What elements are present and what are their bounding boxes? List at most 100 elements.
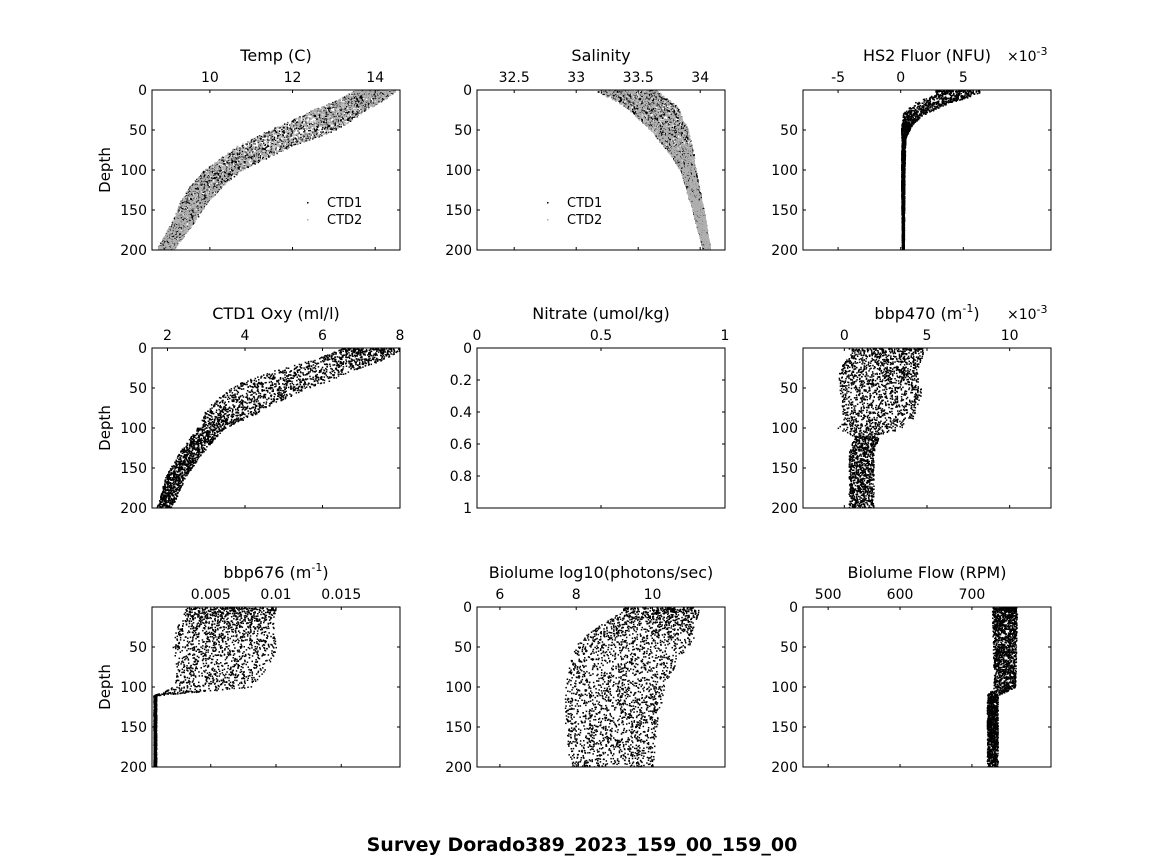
data-point [294, 128, 296, 130]
data-point [315, 130, 317, 132]
data-point [185, 225, 188, 227]
data-point [205, 190, 208, 192]
data-point [231, 157, 233, 160]
data-point [182, 233, 184, 235]
data-point [286, 131, 289, 133]
data-point [290, 141, 293, 144]
data-point [193, 205, 195, 207]
data-point [278, 146, 281, 149]
data-point [360, 90, 362, 92]
data-point [241, 148, 244, 150]
data-point [222, 175, 225, 178]
data-point [299, 127, 302, 130]
data-point [282, 131, 284, 133]
data-point [229, 175, 231, 177]
data-point [294, 143, 297, 146]
data-point [273, 149, 275, 152]
data-point [169, 238, 171, 240]
data-point [184, 229, 186, 231]
data-point [298, 138, 300, 140]
data-point [216, 179, 218, 181]
data-point [197, 191, 200, 194]
data-point [218, 172, 221, 175]
data-point [275, 146, 277, 149]
data-point [352, 105, 354, 107]
data-point [174, 219, 177, 222]
data-point [363, 110, 366, 112]
data-point [189, 212, 191, 214]
data-point [204, 172, 206, 174]
data-point [187, 196, 190, 199]
data-point [215, 174, 218, 176]
data-point [329, 120, 331, 123]
data-point [207, 184, 209, 187]
data-point [320, 117, 322, 119]
data-point [221, 178, 224, 181]
data-point [338, 106, 340, 108]
data-point [365, 91, 368, 93]
data-point [267, 150, 269, 153]
data-point [318, 108, 320, 110]
data-point [349, 107, 352, 109]
data-point [204, 185, 207, 188]
data-point [336, 117, 338, 120]
data-point [172, 244, 175, 247]
data-point [216, 186, 218, 189]
data-point [223, 165, 225, 168]
data-point [255, 161, 257, 164]
data-point [204, 195, 206, 197]
data-point [358, 98, 360, 100]
data-point [181, 226, 184, 229]
data-point [336, 125, 338, 127]
data-point [392, 90, 394, 92]
data-point [216, 162, 218, 164]
data-point [258, 149, 261, 152]
data-point [212, 166, 214, 169]
data-point [166, 243, 169, 245]
data-point [246, 158, 248, 160]
data-point [252, 162, 254, 165]
data-point [171, 241, 173, 243]
data-point [262, 152, 265, 155]
data-point [190, 218, 192, 220]
data-point [171, 224, 173, 226]
data-point [271, 131, 273, 133]
data-point [279, 126, 281, 129]
data-point [200, 174, 202, 177]
data-point [203, 203, 205, 205]
data-point [181, 228, 184, 230]
data-point [263, 158, 265, 160]
data-point [351, 101, 354, 104]
data-point [248, 154, 250, 156]
data-point [379, 99, 382, 101]
data-point [365, 102, 367, 105]
data-point [247, 160, 249, 163]
data-point [272, 153, 274, 155]
data-point [182, 208, 184, 210]
data-point [199, 180, 201, 183]
data-point [321, 107, 324, 109]
data-point [383, 90, 386, 93]
data-point [237, 156, 239, 158]
data-point [199, 201, 202, 204]
data-point [178, 223, 180, 225]
data-point [189, 223, 191, 225]
data-point [222, 158, 224, 160]
data-point [215, 192, 218, 194]
data-point [166, 231, 169, 233]
data-point [375, 99, 377, 101]
data-point [182, 212, 184, 215]
data-point [347, 117, 349, 119]
data-point [303, 128, 305, 130]
data-point [237, 164, 239, 167]
data-point [321, 128, 323, 131]
data-point [195, 186, 197, 188]
data-point [361, 104, 364, 106]
data-point [183, 232, 185, 235]
data-point [288, 143, 290, 145]
data-point [214, 183, 216, 185]
data-point [378, 96, 380, 99]
data-point [355, 113, 357, 115]
data-point [346, 118, 349, 121]
data-point [305, 126, 308, 128]
